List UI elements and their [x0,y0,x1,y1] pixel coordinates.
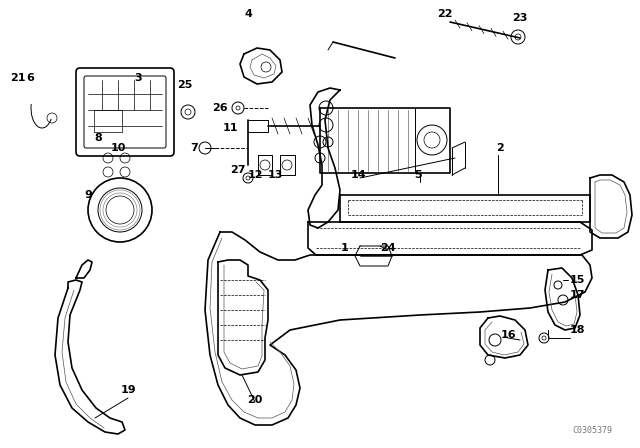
Text: 2: 2 [496,143,504,153]
Text: 22: 22 [437,9,452,19]
Text: 6: 6 [26,73,34,83]
Text: 8: 8 [94,133,102,143]
Text: 18: 18 [570,325,586,335]
Text: 15: 15 [570,275,586,285]
Text: 20: 20 [247,395,262,405]
Text: 7: 7 [190,143,198,153]
Text: 9: 9 [84,190,92,200]
Text: 27: 27 [230,165,246,175]
Text: 21: 21 [10,73,26,83]
Text: C0305379: C0305379 [572,426,612,435]
Text: 4: 4 [244,9,252,19]
FancyBboxPatch shape [84,76,166,148]
Text: 3: 3 [134,73,142,83]
Text: 23: 23 [512,13,528,23]
Text: 26: 26 [212,103,228,113]
Text: 16: 16 [500,330,516,340]
Text: 12: 12 [247,170,263,180]
FancyBboxPatch shape [76,68,174,156]
Text: 25: 25 [177,80,193,90]
Text: 10: 10 [110,143,125,153]
Text: 13: 13 [268,170,283,180]
Text: 11: 11 [223,123,238,133]
Text: 17: 17 [570,290,586,300]
Text: 24: 24 [380,243,396,253]
Text: 19: 19 [120,385,136,395]
Text: 1: 1 [341,243,349,253]
Text: 5: 5 [414,170,422,180]
Text: 14: 14 [350,170,366,180]
